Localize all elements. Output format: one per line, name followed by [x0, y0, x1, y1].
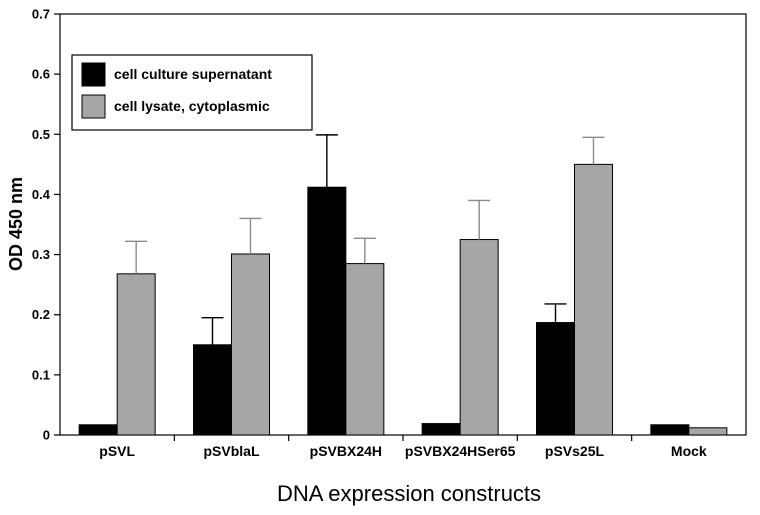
y-tick-label-2: 0.2	[32, 307, 50, 322]
y-tick-label-0: 0	[43, 428, 50, 443]
x-tick-label-pSVs25L: pSVs25L	[545, 443, 605, 459]
y-tick-label-7: 0.7	[32, 7, 50, 22]
bar-supernatant-pSVBX24H	[307, 186, 347, 436]
legend: cell culture supernatant cell lysate, cy…	[71, 54, 313, 131]
bar-supernatant-Mock	[650, 424, 690, 436]
bar-supernatant-pSVBX24HSer65	[421, 423, 461, 436]
x-tick-label-Mock: Mock	[671, 443, 707, 459]
y-axis: 0 0.1 0.2 0.3 0.4 0.5 0.6 0.7	[32, 7, 60, 443]
bar-supernatant-pSVs25L	[536, 322, 575, 436]
bar-lysate-pSVs25L	[574, 163, 613, 436]
bar-lysate-pSVblaL	[231, 253, 270, 436]
x-axis: pSVL pSVblaL pSVBX24H pSVBX24HSer65 pSVs25L M…	[99, 435, 707, 459]
y-tick-label-1: 0.1	[32, 367, 50, 382]
x-tick-label-pSVBX24HSer65: pSVBX24HSer65	[405, 443, 516, 459]
error-bars	[125, 134, 605, 345]
bar-supernatant-pSVblaL	[193, 344, 232, 436]
y-tick-label-3: 0.3	[32, 247, 50, 262]
legend-swatch-lysate	[81, 94, 106, 119]
y-tick-label-6: 0.6	[32, 67, 50, 82]
y-axis-label: OD 450 nm	[6, 177, 26, 271]
legend-swatch-supernatant	[81, 62, 106, 87]
y-tick-label-4: 0.4	[32, 187, 51, 202]
y-tick-label-5: 0.5	[32, 127, 50, 142]
x-tick-label-pSVL: pSVL	[99, 443, 135, 459]
x-tick-label-pSVBX24H: pSVBX24H	[310, 443, 382, 459]
bars	[78, 163, 728, 436]
legend-box	[71, 54, 313, 131]
bar-lysate-pSVBX24HSer65	[459, 239, 499, 436]
bar-lysate-pSVL	[116, 273, 156, 436]
bar-lysate-Mock	[688, 427, 728, 436]
x-tick-label-pSVblaL: pSVblaL	[203, 443, 259, 459]
bar-lysate-pSVBX24H	[345, 263, 385, 436]
bar-supernatant-pSVL	[78, 424, 118, 436]
legend-label-supernatant: cell culture supernatant	[114, 66, 272, 82]
x-axis-label: DNA expression constructs	[277, 481, 541, 506]
legend-label-lysate: cell lysate, cytoplasmic	[114, 98, 270, 114]
